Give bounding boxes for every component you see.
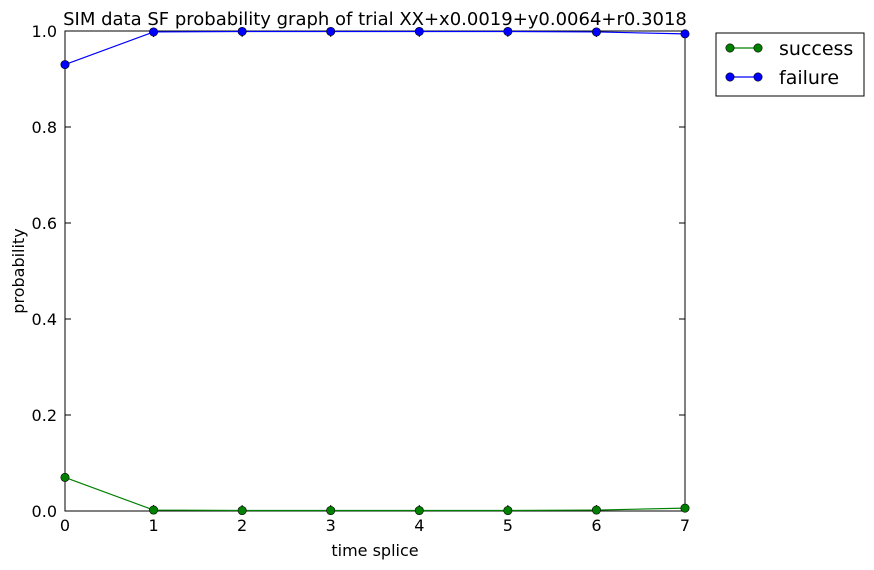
data-point-failure (591, 27, 601, 37)
data-point-failure (414, 26, 424, 36)
data-point-success (503, 506, 513, 516)
x-tick-label: 6 (591, 516, 601, 535)
data-point-success (414, 506, 424, 516)
data-point-failure (237, 26, 247, 36)
legend-label-success: success (779, 38, 853, 60)
y-tick-label: 1.0 (32, 22, 57, 41)
data-point-failure (680, 29, 690, 39)
legend-entries: success failure (725, 38, 853, 89)
data-point-failure (503, 26, 513, 36)
y-axis-label: probability (9, 228, 28, 313)
data-point-success (591, 505, 601, 515)
data-point-failure (149, 27, 159, 37)
data-point-failure (60, 60, 70, 70)
plot-area (64, 30, 686, 512)
legend-label-failure: failure (779, 67, 839, 89)
x-tick-label: 4 (414, 516, 424, 535)
y-tick-label: 0.4 (32, 310, 57, 329)
legend-marker-failure (753, 72, 763, 82)
data-point-success (60, 472, 70, 482)
x-tick-label: 1 (148, 516, 158, 535)
legend-box (715, 32, 865, 97)
x-tick-label: 3 (326, 516, 336, 535)
series-layer (60, 26, 690, 516)
x-axis-label: time splice (331, 541, 418, 560)
legend-marker-success (725, 43, 735, 53)
x-tick-label: 0 (60, 516, 70, 535)
data-point-failure (326, 26, 336, 36)
x-tick-label: 7 (680, 516, 690, 535)
legend-marker-failure (725, 72, 735, 82)
chart-title: SIM data SF probability graph of trial X… (63, 9, 687, 30)
y-tick-label: 0.2 (32, 406, 57, 425)
series-line-failure (64, 30, 686, 66)
data-point-success (680, 503, 690, 513)
series-line-success (64, 476, 686, 512)
x-tick-label: 2 (237, 516, 247, 535)
y-tick-label: 0.8 (32, 118, 57, 137)
legend-marker-success (753, 43, 763, 53)
legend: success failure (715, 32, 865, 97)
x-tick-label: 5 (503, 516, 513, 535)
y-tick-label: 0.0 (32, 502, 57, 521)
data-point-success (237, 506, 247, 516)
data-point-success (326, 506, 336, 516)
plot-frame (64, 30, 686, 512)
axis-ticks: 0 1 2 3 4 5 6 7 0.0 0.2 0.4 0.6 0.8 1.0 (32, 22, 691, 535)
y-tick-label: 0.6 (32, 214, 57, 233)
data-point-success (149, 505, 159, 515)
